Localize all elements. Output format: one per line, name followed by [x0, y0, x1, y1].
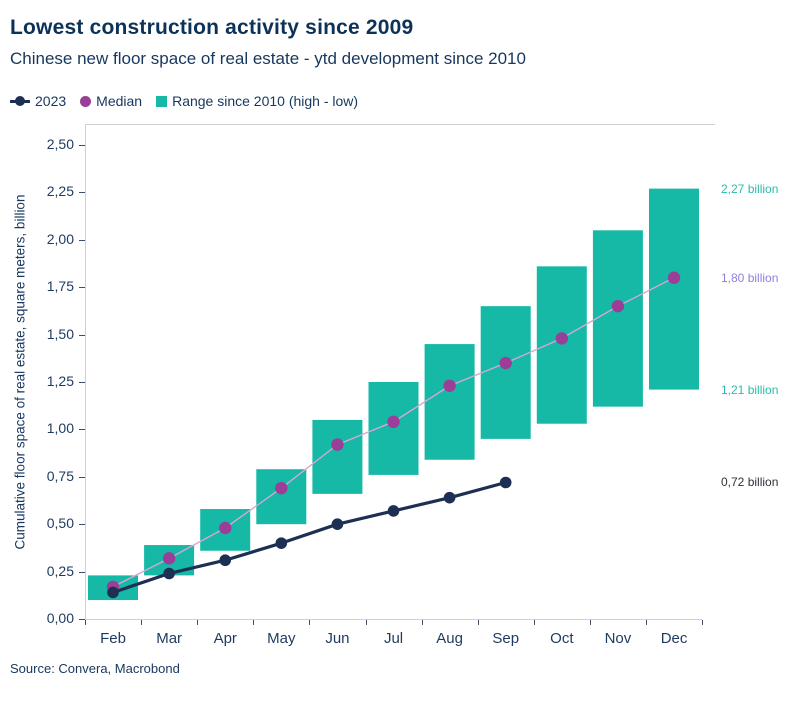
page-subtitle: Chinese new floor space of real estate -… — [10, 49, 526, 68]
x-tick-11 — [702, 620, 704, 625]
point-2023-Sep — [499, 476, 512, 489]
x-tick-9 — [589, 620, 591, 625]
y-axis-title: Cumulative floor space of real estate, s… — [12, 194, 28, 550]
legend-item-median: Median — [80, 93, 142, 109]
legend-2023-dot — [15, 96, 25, 106]
y-tick-label-2,50: 2,50 — [46, 136, 74, 152]
y-tick-label-1,25: 1,25 — [46, 373, 74, 389]
x-tick-label-Apr: Apr — [213, 630, 237, 647]
median-point-Aug — [443, 379, 456, 392]
x-tick-label-Aug: Aug — [436, 630, 463, 647]
point-2023-Mar — [163, 567, 175, 580]
annotation-1-80-billion: 1,80 billion — [721, 270, 779, 285]
annotation-1-21-billion: 1,21 billion — [721, 382, 779, 397]
y-tick-label-1,00: 1,00 — [46, 420, 74, 437]
y-tick-1,50 — [79, 334, 85, 336]
median-point-Sep — [499, 356, 512, 370]
median-point-Jul — [387, 415, 400, 429]
median-point-Apr — [219, 521, 232, 535]
x-tick-5 — [365, 620, 367, 625]
legend-label-median: Median — [96, 93, 143, 109]
x-tick-6 — [421, 620, 423, 625]
legend-label-range: Range since 2010 (high - low) — [172, 93, 359, 109]
legend-item-range: Range since 2010 (high - low) — [156, 93, 358, 109]
y-tick-2,00 — [79, 239, 85, 241]
point-2023-May — [275, 537, 288, 549]
range-bar-Oct — [536, 266, 587, 424]
x-tick-10 — [646, 620, 647, 625]
median-point-Jun — [331, 438, 344, 451]
range-bar-Nov — [592, 230, 643, 407]
x-tick-2 — [197, 620, 199, 625]
y-tick-label-0,75: 0,75 — [46, 467, 74, 484]
median-point-Oct — [555, 332, 568, 345]
y-tick-label-0,25: 0,25 — [46, 562, 74, 579]
y-tick-2,50 — [79, 145, 85, 146]
x-tick-label-Feb: Feb — [100, 630, 126, 647]
y-tick-0,25 — [79, 571, 85, 573]
x-tick-label-May: May — [267, 630, 296, 647]
point-2023-Apr — [219, 554, 231, 567]
legend-item-2023: 2023 — [10, 93, 66, 109]
x-tick-label-Nov: Nov — [604, 630, 632, 647]
legend-label-2023: 2023 — [35, 93, 67, 109]
y-tick-label-2,00: 2,00 — [46, 230, 74, 247]
y-tick-1,00 — [79, 429, 85, 431]
x-tick-label-Mar: Mar — [156, 630, 183, 647]
y-tick-0,00 — [79, 619, 85, 620]
point-2023-Aug — [443, 491, 456, 504]
y-tick-label-0,50: 0,50 — [46, 515, 74, 532]
range-bar-Dec — [649, 188, 699, 390]
y-tick-label-1,75: 1,75 — [46, 278, 74, 295]
median-point-Dec — [667, 271, 681, 284]
x-axis-line — [85, 619, 702, 620]
median-point-Nov — [611, 299, 625, 313]
median-point-May — [275, 481, 288, 495]
annotation-2-27-billion: 2,27 billion — [721, 181, 779, 196]
range-bar-Aug — [424, 344, 475, 460]
range-bar-May — [256, 469, 307, 525]
y-tick-label-2,25: 2,25 — [46, 183, 74, 200]
plot-top-border — [85, 124, 715, 125]
y-tick-0,50 — [79, 524, 85, 526]
point-2023-Jun — [331, 518, 344, 530]
y-axis-line — [85, 124, 86, 619]
page-title: Lowest construction activity since 2009 — [10, 16, 414, 39]
point-2023-Jul — [387, 505, 400, 517]
x-tick-3 — [253, 620, 255, 625]
source-note: Source: Convera, Macrobond — [10, 661, 180, 676]
plot-area — [88, 188, 699, 601]
y-tick-label-1,50: 1,50 — [46, 325, 74, 342]
y-tick-0,75 — [79, 476, 85, 478]
legend: 2023 Median Range since 2010 (high - low… — [10, 93, 358, 109]
x-tick-label-Oct: Oct — [550, 630, 574, 647]
y-tick-1,75 — [79, 287, 85, 289]
square-marker-icon — [156, 95, 168, 107]
line-dot-marker-icon — [10, 95, 30, 107]
x-tick-0 — [85, 620, 86, 625]
x-tick-label-Dec: Dec — [660, 630, 688, 647]
x-tick-4 — [309, 620, 311, 625]
x-tick-1 — [141, 620, 143, 625]
x-tick-label-Jul: Jul — [383, 630, 404, 647]
y-tick-label-0,00: 0,00 — [46, 610, 74, 626]
median-point-Mar — [162, 552, 176, 565]
annotation-0-72-billion: 0,72 billion — [721, 475, 779, 490]
line-2023 — [111, 480, 508, 595]
range-bar-Jun — [312, 419, 363, 494]
x-tick-label-Sep: Sep — [492, 630, 520, 647]
y-tick-1,25 — [79, 382, 85, 383]
point-2023-Feb — [107, 586, 119, 599]
range-bar-Sep — [480, 306, 531, 439]
dot-marker-icon — [80, 95, 92, 107]
y-tick-2,25 — [79, 192, 85, 194]
x-tick-label-Jun: Jun — [325, 630, 350, 647]
x-tick-7 — [477, 620, 479, 625]
x-tick-8 — [533, 620, 535, 625]
